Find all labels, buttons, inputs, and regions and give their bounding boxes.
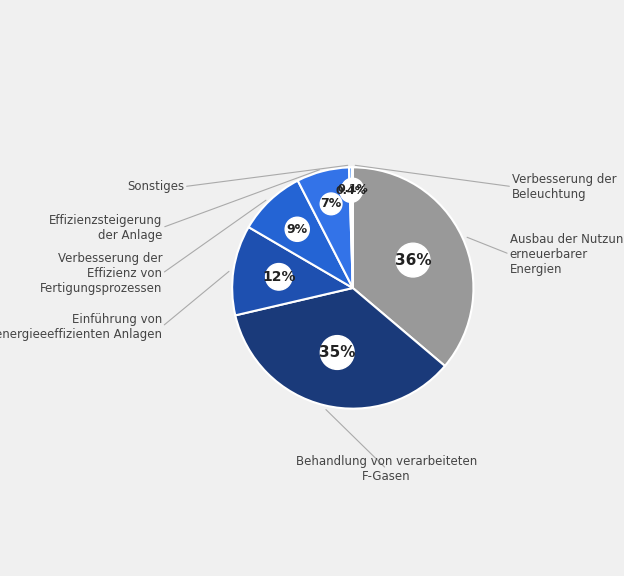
Circle shape xyxy=(320,336,354,369)
Circle shape xyxy=(396,243,430,277)
Circle shape xyxy=(266,264,292,290)
Wedge shape xyxy=(232,227,353,316)
Text: 36%: 36% xyxy=(395,253,431,268)
Text: 12%: 12% xyxy=(262,270,296,284)
Text: 0.4%: 0.4% xyxy=(336,187,366,196)
Text: 0.1%: 0.1% xyxy=(337,184,368,194)
Text: Einführung von
energieeeffizienten Anlagen: Einführung von energieeeffizienten Anlag… xyxy=(0,313,162,340)
Text: Verbesserung der
Effizienz von
Fertigungsprozessen: Verbesserung der Effizienz von Fertigung… xyxy=(40,252,162,295)
Text: Effizienzsteigerung
der Anlage: Effizienzsteigerung der Anlage xyxy=(49,214,162,242)
Text: 35%: 35% xyxy=(319,345,356,360)
Text: Ausbau der Nutzung
erneuerbarer
Energien: Ausbau der Nutzung erneuerbarer Energien xyxy=(510,233,624,276)
Text: Sonstiges: Sonstiges xyxy=(127,180,184,193)
Wedge shape xyxy=(235,288,445,408)
Text: Behandlung von verarbeiteten
F-Gasen: Behandlung von verarbeiteten F-Gasen xyxy=(296,455,477,483)
Wedge shape xyxy=(349,168,353,288)
Text: Verbesserung der
Beleuchtung: Verbesserung der Beleuchtung xyxy=(512,173,617,200)
Wedge shape xyxy=(353,168,474,366)
Circle shape xyxy=(340,181,362,202)
Wedge shape xyxy=(248,181,353,288)
Text: 9%: 9% xyxy=(286,223,308,236)
Circle shape xyxy=(320,193,342,215)
Wedge shape xyxy=(298,168,353,288)
Wedge shape xyxy=(352,168,353,288)
Text: 7%: 7% xyxy=(321,198,342,210)
Circle shape xyxy=(341,178,363,200)
Circle shape xyxy=(285,217,310,241)
